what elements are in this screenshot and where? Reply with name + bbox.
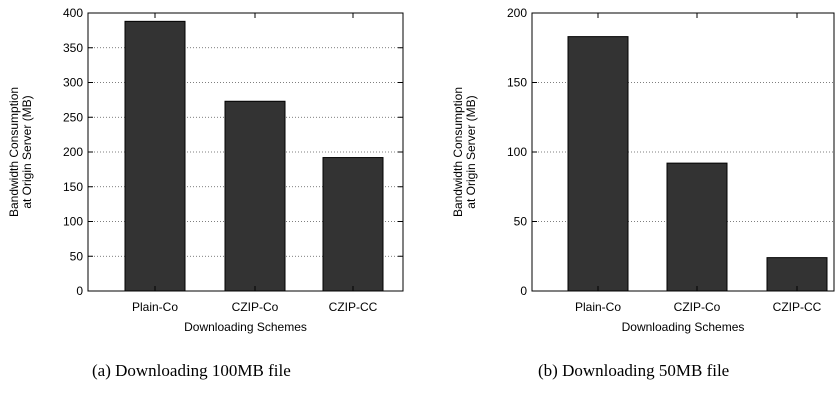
y-tick-label: 300 bbox=[63, 76, 83, 90]
y-tick-label: 0 bbox=[76, 284, 83, 298]
plot-frame bbox=[531, 12, 835, 292]
y-tick-label: 400 bbox=[63, 6, 83, 20]
chart-panel-b: 0 50 100 150 200 Plain-Co CZIP-Co CZIP-CC Downlo… bbox=[451, 6, 835, 334]
y-tick-label: 100 bbox=[63, 215, 83, 229]
plot-frame bbox=[87, 12, 404, 292]
y-axis-label-line: at Origin Server (MB) bbox=[464, 95, 478, 208]
bar-czip-cc bbox=[766, 257, 828, 292]
y-tick-label: 100 bbox=[507, 145, 527, 159]
bar-czip-co bbox=[224, 100, 286, 292]
x-tick-label: CZIP-CC bbox=[773, 300, 822, 314]
y-tick-label: 50 bbox=[514, 215, 528, 229]
x-axis-label: Downloading Schemes bbox=[622, 320, 745, 334]
y-tick-label: 150 bbox=[63, 180, 83, 194]
bar-czip-cc bbox=[322, 157, 384, 292]
y-tick-label: 0 bbox=[520, 284, 527, 298]
x-axis-label: Downloading Schemes bbox=[184, 320, 307, 334]
y-tick-label: 350 bbox=[63, 41, 83, 55]
x-tick-label: Plain-Co bbox=[575, 300, 621, 314]
y-tick-label: 250 bbox=[63, 110, 83, 124]
y-tick-label: 50 bbox=[70, 249, 84, 263]
bar-plain-co bbox=[124, 20, 186, 292]
y-axis-label-line: Bandwidth Consumption bbox=[7, 87, 21, 217]
y-axis-label-line: Bandwidth Consumption bbox=[451, 87, 465, 217]
y-axis-label-line: at Origin Server (MB) bbox=[20, 95, 34, 208]
chart-panel-a: 0 50 100 150 200 250 300 350 400 Plain-Co CZIP-Co C… bbox=[7, 6, 404, 334]
bar-plain-co bbox=[567, 36, 629, 292]
x-tick-label: CZIP-CC bbox=[329, 300, 378, 314]
caption-a: (a) Downloading 100MB file bbox=[92, 361, 291, 380]
y-tick-label: 200 bbox=[63, 145, 83, 159]
caption-b: (b) Downloading 50MB file bbox=[538, 361, 730, 380]
y-tick-label: 200 bbox=[507, 6, 527, 20]
bar-czip-co bbox=[666, 162, 728, 292]
x-tick-label: CZIP-Co bbox=[674, 300, 721, 314]
x-tick-label: CZIP-Co bbox=[232, 300, 279, 314]
x-tick-label: Plain-Co bbox=[132, 300, 178, 314]
y-tick-label: 150 bbox=[507, 76, 527, 90]
